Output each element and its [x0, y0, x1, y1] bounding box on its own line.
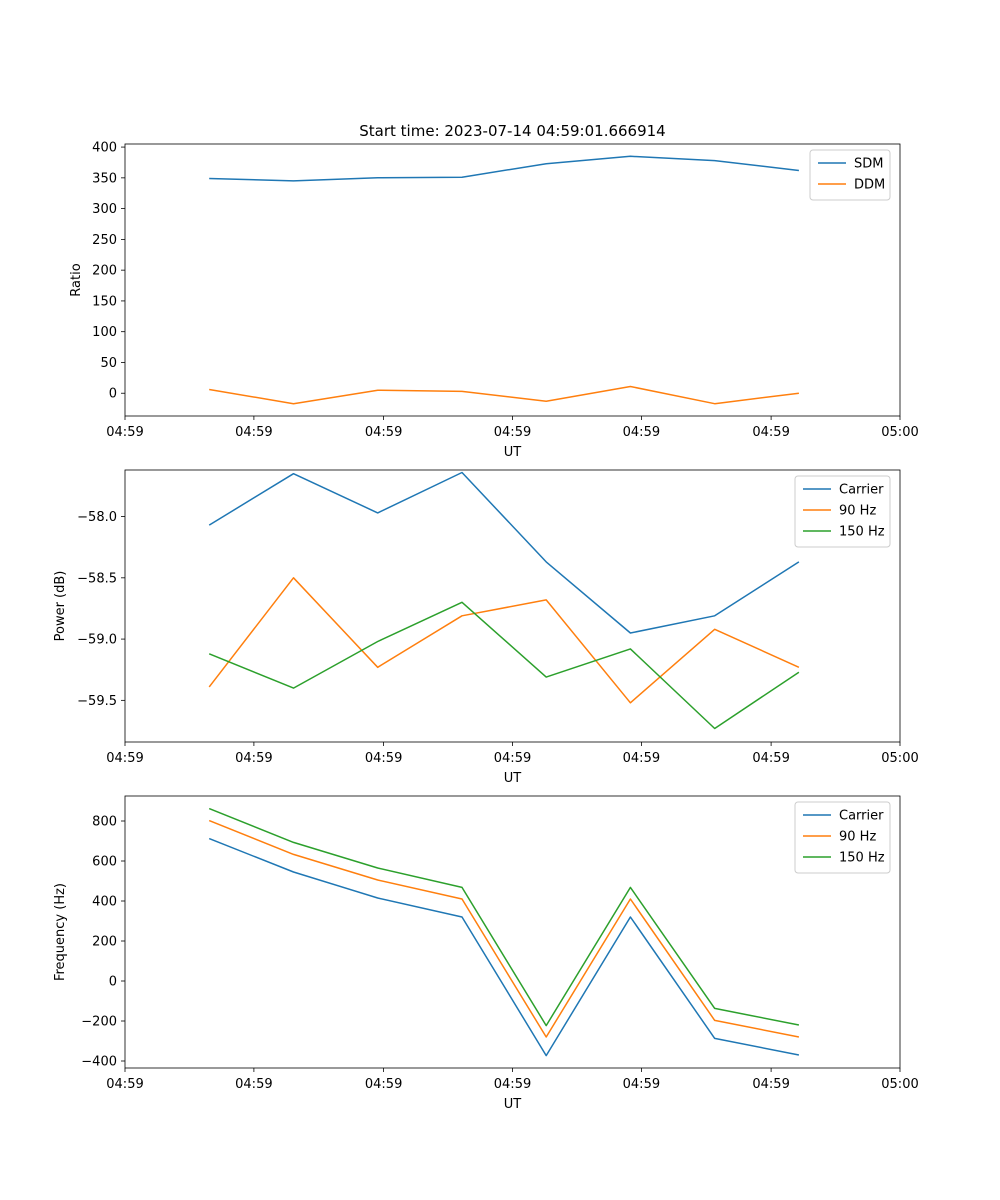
x-tick-label: 04:59	[106, 1077, 143, 1092]
y-tick-label: 0	[109, 975, 117, 990]
y-tick-label: −400	[81, 1055, 117, 1070]
legend-label: 150 Hz	[839, 525, 885, 540]
x-tick-label: 04:59	[494, 425, 531, 440]
series-line-90-hz	[208, 819, 800, 1038]
x-tick-label: 04:59	[365, 1077, 402, 1092]
y-tick-label: −59.5	[77, 694, 117, 709]
x-tick-label: 05:00	[881, 1077, 918, 1092]
series-line-90-hz	[208, 577, 800, 704]
figure-title: Start time: 2023-07-14 04:59:01.666914	[359, 122, 665, 140]
x-tick-label: 04:59	[623, 1077, 660, 1092]
x-tick-label: 04:59	[106, 751, 143, 766]
y-tick-label: 150	[92, 294, 117, 309]
x-tick-label: 04:59	[623, 751, 660, 766]
y-tick-label: 350	[92, 171, 117, 186]
ratio-panel: 04:59 04:59 04:59 04:59 04:59 04:59 05:00 0 50 10…	[69, 141, 919, 460]
x-tick-label: 04:59	[235, 751, 272, 766]
x-tick-label: 05:00	[881, 425, 918, 440]
y-tick-label: 0	[109, 387, 117, 402]
x-tick-label: 04:59	[494, 751, 531, 766]
x-axis-label: UT	[504, 771, 522, 786]
power-panel: 04:59 04:59 04:59 04:59 04:59 04:59 05:00 −58.0…	[53, 469, 919, 786]
axes-frame	[124, 795, 901, 1069]
x-tick-label: 04:59	[235, 1077, 272, 1092]
legend-label: SDM	[854, 157, 883, 172]
x-axis-label: UT	[504, 445, 522, 460]
y-tick-label: 250	[92, 233, 117, 248]
y-tick-label: −58.5	[77, 571, 117, 586]
legend-label: 150 Hz	[839, 851, 885, 866]
y-tick-label: 200	[92, 264, 117, 279]
y-tick-label: 100	[92, 325, 117, 340]
y-tick-label: 400	[92, 141, 117, 156]
y-tick-label: 400	[92, 895, 117, 910]
legend-label: Carrier	[839, 809, 884, 824]
x-tick-label: 04:59	[752, 751, 789, 766]
y-tick-label: 800	[92, 815, 117, 830]
x-tick-label: 04:59	[235, 425, 272, 440]
x-tick-label: 04:59	[623, 425, 660, 440]
series-line-150-hz	[208, 807, 800, 1027]
series-line-ddm	[209, 385, 799, 405]
legend-label: DDM	[854, 178, 885, 193]
y-axis-label: Power (dB)	[53, 571, 68, 642]
y-tick-label: 600	[92, 855, 117, 870]
series-line-carrier	[208, 471, 800, 634]
y-tick-label: −58.0	[77, 510, 117, 525]
y-axis-label: Ratio	[69, 263, 84, 296]
y-tick-label: 300	[92, 202, 117, 217]
y-tick-label: 200	[92, 935, 117, 950]
series-line-carrier	[208, 837, 800, 1057]
series-line-sdm	[209, 155, 799, 182]
x-axis-label: UT	[504, 1097, 522, 1112]
legend-label: 90 Hz	[839, 504, 876, 519]
x-tick-label: 04:59	[752, 1077, 789, 1092]
y-axis-label: Frequency (Hz)	[53, 883, 68, 981]
y-tick-label: −200	[81, 1015, 117, 1030]
axes-frame	[124, 143, 901, 417]
x-tick-label: 04:59	[494, 1077, 531, 1092]
legend-box	[794, 475, 891, 548]
series-line-150-hz	[208, 601, 800, 730]
y-tick-label: 50	[100, 356, 117, 371]
legend-label: Carrier	[839, 483, 884, 498]
frequency-panel: 04:59 04:59 04:59 04:59 04:59 04:59 05:00 800 60…	[53, 795, 919, 1112]
y-tick-label: −59.0	[77, 633, 117, 648]
x-tick-label: 05:00	[881, 751, 918, 766]
x-tick-label: 04:59	[106, 425, 143, 440]
x-tick-label: 04:59	[365, 751, 402, 766]
x-tick-label: 04:59	[752, 425, 789, 440]
x-tick-label: 04:59	[365, 425, 402, 440]
legend-box	[794, 801, 891, 874]
legend-label: 90 Hz	[839, 830, 876, 845]
